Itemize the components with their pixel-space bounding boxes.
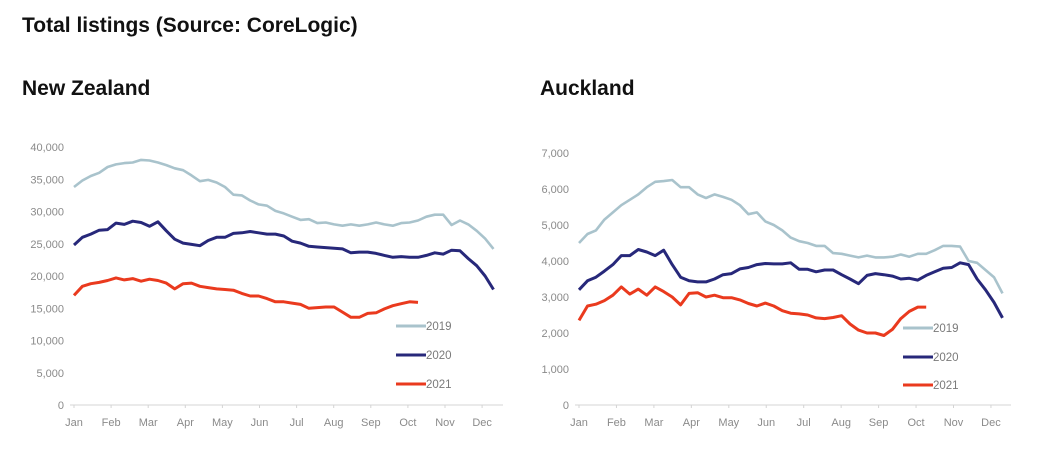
legend-label-2019: 2019 — [933, 323, 959, 335]
y-tick-label: 6,000 — [541, 184, 569, 196]
x-tick-label: May — [718, 417, 739, 429]
series-line-2021 — [72, 276, 419, 319]
chart-title-nz: New Zealand — [22, 77, 151, 100]
series-line-2021 — [577, 285, 927, 337]
x-tick-label: Apr — [683, 417, 700, 429]
legend-label-2021: 2021 — [933, 380, 959, 392]
x-tick-label: Feb — [607, 417, 626, 429]
y-tick-label: 5,000 — [36, 368, 64, 380]
chart-title-auckland: Auckland — [540, 77, 635, 100]
x-tick-label: Aug — [831, 417, 851, 429]
x-tick-label: Jul — [797, 417, 811, 429]
y-tick-label: 3,000 — [541, 292, 569, 304]
x-tick-label: Apr — [177, 417, 194, 429]
figure-title: Total listings (Source: CoreLogic) — [22, 14, 358, 37]
legend-label-2020: 2020 — [933, 352, 959, 364]
y-tick-label: 30,000 — [30, 207, 64, 219]
y-tick-label: 20,000 — [30, 271, 64, 283]
y-tick-label: 15,000 — [30, 303, 64, 315]
y-tick-label: 25,000 — [30, 239, 64, 251]
series-line-2019 — [578, 178, 1004, 295]
series-line-2020 — [72, 219, 495, 291]
legend-label-2019: 2019 — [426, 321, 452, 333]
chart-auckland: 0 1,000 2,000 3,000 4,000 5,000 6,000 7,000 Jan F… — [541, 148, 1011, 429]
x-tick-label: Feb — [102, 417, 121, 429]
y-tick-label: 40,000 — [30, 142, 64, 154]
y-tick-label: 10,000 — [30, 336, 64, 348]
x-tick-label: Dec — [981, 417, 1001, 429]
y-tick-label: 5,000 — [541, 220, 569, 232]
y-tick-label: 1,000 — [541, 364, 569, 376]
legend-label-2020: 2020 — [426, 350, 452, 362]
x-tick-label: Mar — [644, 417, 663, 429]
x-tick-label: Sep — [361, 417, 381, 429]
y-tick-label: 4,000 — [541, 256, 569, 268]
x-tick-label: Oct — [399, 417, 416, 429]
x-tick-label: Jan — [570, 417, 588, 429]
x-tick-label: Nov — [435, 417, 455, 429]
y-tick-label: 7,000 — [541, 148, 569, 160]
x-tick-label: May — [212, 417, 233, 429]
x-tick-label: Jun — [251, 417, 269, 429]
y-tick-label: 35,000 — [30, 174, 64, 186]
y-tick-label: 0 — [563, 400, 569, 412]
x-tick-label: Oct — [907, 417, 924, 429]
y-tick-label: 0 — [58, 400, 64, 412]
series-line-2019 — [73, 158, 495, 250]
chart-new-zealand: 0 5,000 10,000 15,000 20,000 25,000 30,000 35,0… — [30, 142, 503, 429]
x-tick-label: Jul — [290, 417, 304, 429]
legend-label-2021: 2021 — [426, 379, 452, 391]
series-line-2020 — [577, 248, 1004, 319]
x-tick-label: Nov — [944, 417, 964, 429]
y-tick-label: 2,000 — [541, 328, 569, 340]
x-tick-label: Sep — [869, 417, 889, 429]
x-tick-label: Dec — [472, 417, 492, 429]
x-tick-label: Aug — [324, 417, 344, 429]
x-tick-label: Jun — [757, 417, 775, 429]
x-tick-label: Jan — [65, 417, 83, 429]
x-tick-label: Mar — [139, 417, 158, 429]
